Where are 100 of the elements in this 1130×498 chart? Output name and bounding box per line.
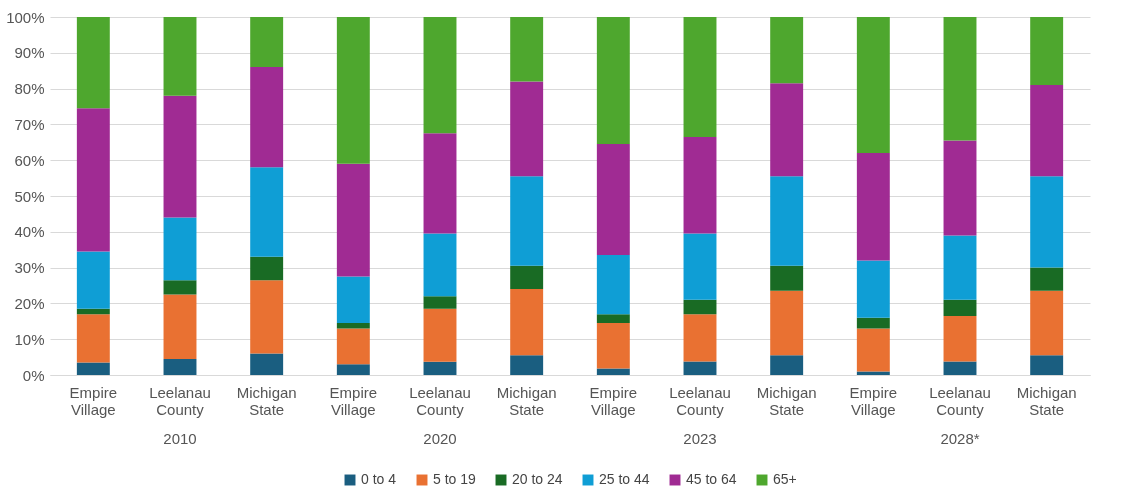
bar [596, 323, 630, 369]
bar [163, 358, 197, 375]
bar [683, 17, 717, 137]
y-tick-label: 20% [14, 294, 45, 312]
bar [76, 362, 110, 375]
bar [250, 167, 284, 257]
y-tick-label: 60% [14, 151, 45, 169]
bar [76, 108, 110, 252]
bar [250, 17, 284, 68]
bar [423, 233, 457, 297]
bar [596, 314, 630, 324]
bar [510, 176, 544, 266]
legend-label: 45 to 64 [686, 471, 737, 487]
bar [250, 67, 284, 168]
y-tick-label: 40% [14, 223, 45, 241]
bar [336, 328, 370, 365]
bar [943, 17, 977, 141]
bar [510, 17, 544, 82]
bar [163, 217, 197, 281]
x-tick-label: Michigan State [1016, 383, 1077, 418]
bar [1030, 17, 1064, 86]
bar [336, 364, 370, 375]
bar [770, 265, 804, 291]
bar [510, 289, 544, 356]
legend-label: 25 to 44 [599, 471, 650, 487]
bar [423, 361, 457, 375]
bar [683, 314, 717, 362]
x-tick-label: Michigan State [236, 383, 297, 418]
bar [770, 83, 804, 177]
y-tick-label: 90% [14, 44, 45, 62]
bar [943, 299, 977, 316]
bar [76, 17, 110, 109]
bar [336, 163, 370, 277]
x-tick-label: Michigan State [496, 383, 557, 418]
bar [596, 17, 630, 145]
y-tick-label: 10% [14, 330, 45, 348]
text: 2020 [423, 430, 457, 447]
bar [770, 17, 804, 84]
bar [683, 361, 717, 375]
bar [336, 17, 370, 164]
bar [76, 251, 110, 309]
bar [856, 371, 890, 375]
bar [856, 260, 890, 318]
legend-label: 0 to 4 [361, 471, 397, 487]
x-tick-label: Leelanau County [669, 383, 731, 418]
bar [423, 133, 457, 234]
x-tick-label: Leelanau County [149, 383, 211, 418]
bar [770, 176, 804, 266]
bar [163, 294, 197, 359]
bar [1030, 267, 1064, 291]
bar [1030, 85, 1064, 177]
bar [510, 355, 544, 375]
bar [943, 140, 977, 236]
bar [770, 355, 804, 375]
bar [770, 290, 804, 356]
y-tick-label: 30% [14, 259, 45, 277]
y-tick-label: 80% [14, 80, 45, 98]
bar [1030, 355, 1064, 375]
legend-label: 5 to 19 [433, 471, 477, 487]
bar [423, 296, 457, 309]
bar [1030, 176, 1064, 268]
bar [943, 235, 977, 300]
y-tick-label: 70% [14, 115, 45, 133]
bar [596, 255, 630, 315]
bar [683, 136, 717, 234]
bar [596, 144, 630, 256]
bar [76, 308, 110, 315]
x-tick-label: Empire Village [589, 383, 638, 418]
text: 2010 [163, 430, 197, 447]
bar [250, 256, 284, 281]
x-tick-label: Leelanau County [409, 383, 471, 418]
bar [1030, 290, 1064, 356]
bar [943, 315, 977, 362]
y-tick-label: 100% [6, 8, 45, 26]
x-tick-label: Michigan State [756, 383, 817, 418]
text: 2023 [683, 430, 717, 447]
bar [596, 368, 630, 375]
x-tick-label: Empire Village [69, 383, 118, 418]
bar [856, 317, 890, 329]
x-tick-label: Empire Village [329, 383, 378, 418]
bar [423, 308, 457, 362]
bar [683, 299, 717, 315]
bar [336, 276, 370, 324]
x-tick-label: Empire Village [849, 383, 898, 418]
legend-label: 65+ [773, 471, 797, 487]
bar [163, 280, 197, 295]
bar [76, 314, 110, 363]
bar [250, 280, 284, 354]
x-tick-label: Leelanau County [929, 383, 991, 418]
bar [336, 323, 370, 329]
bar [423, 17, 457, 134]
legend-label: 20 to 24 [512, 471, 563, 487]
text: 2028* [940, 430, 980, 447]
bar [856, 17, 890, 154]
bar [943, 361, 977, 375]
y-tick-label: 0% [22, 366, 45, 384]
bar [510, 265, 544, 290]
bar [683, 233, 717, 300]
y-tick-label: 50% [14, 187, 45, 205]
bar [163, 95, 197, 218]
